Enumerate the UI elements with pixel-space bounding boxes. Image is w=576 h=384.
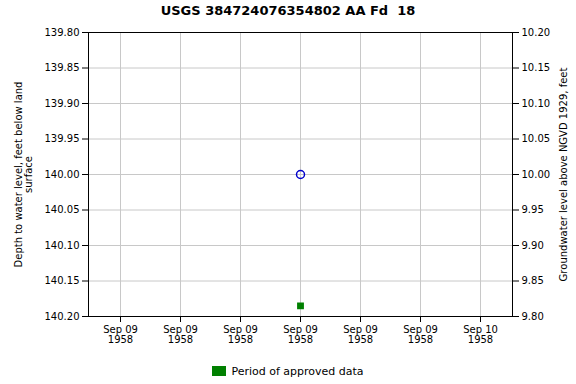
svg-text:10.20: 10.20 (522, 27, 551, 38)
svg-text:140.20: 140.20 (45, 311, 80, 322)
svg-text:140.15: 140.15 (45, 275, 80, 286)
svg-text:Depth to water level, feet bel: Depth to water level, feet below landsur… (13, 82, 34, 268)
svg-text:140.00: 140.00 (45, 169, 80, 180)
svg-text:9.85: 9.85 (522, 275, 544, 286)
svg-text:139.90: 139.90 (45, 98, 80, 109)
svg-text:10.15: 10.15 (522, 62, 551, 73)
svg-text:Sep 091958: Sep 091958 (223, 324, 258, 345)
svg-text:9.80: 9.80 (522, 311, 544, 322)
svg-text:Sep 091958: Sep 091958 (283, 324, 318, 345)
svg-text:10.00: 10.00 (522, 169, 551, 180)
svg-text:9.95: 9.95 (522, 204, 544, 215)
svg-text:Sep 091958: Sep 091958 (343, 324, 378, 345)
svg-text:10.10: 10.10 (522, 98, 551, 109)
svg-text:140.10: 140.10 (45, 240, 80, 251)
svg-text:139.95: 139.95 (45, 133, 80, 144)
svg-text:140.05: 140.05 (45, 204, 80, 215)
svg-text:Groundwater level above NGVD 1: Groundwater level above NGVD 1929, feet (558, 68, 569, 282)
html-text:Period of approved data: Period of approved data (231, 364, 364, 378)
html-text:USGS 384724076354802 AA Fd 18: USGS 384724076354802 AA Fd 18 (160, 3, 416, 18)
svg-text:Sep 091958: Sep 091958 (163, 324, 198, 345)
svg-text:139.85: 139.85 (45, 62, 80, 73)
svg-text:Sep 091958: Sep 091958 (103, 324, 138, 345)
svg-text:9.90: 9.90 (522, 240, 544, 251)
svg-text:139.80: 139.80 (45, 27, 80, 38)
svg-text:Sep 091958: Sep 091958 (403, 324, 438, 345)
svg-text:Sep 101958: Sep 101958 (463, 324, 498, 345)
svg-text:10.05: 10.05 (522, 133, 551, 144)
